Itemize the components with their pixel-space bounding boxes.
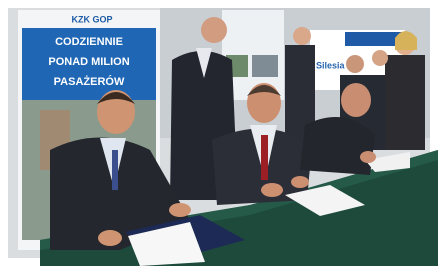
face bbox=[372, 50, 388, 66]
banner-slogan: CODZIENNIE bbox=[55, 36, 123, 48]
banner-slogan: PASAŻERÓW bbox=[54, 75, 125, 88]
hand bbox=[360, 151, 376, 163]
poster-photo bbox=[252, 55, 278, 77]
face bbox=[201, 17, 227, 43]
face bbox=[346, 55, 364, 73]
face bbox=[293, 27, 311, 45]
banner-brand: KZK GOP bbox=[71, 14, 112, 24]
tie bbox=[261, 135, 268, 180]
hand bbox=[261, 183, 283, 197]
page: Silesia KZK GOP CODZIENNIE PONAD MILION … bbox=[0, 0, 438, 266]
hand bbox=[98, 230, 122, 246]
hand bbox=[169, 203, 191, 217]
person bbox=[385, 55, 425, 150]
hand bbox=[291, 176, 309, 188]
face bbox=[341, 83, 371, 117]
banner-slogan: PONAD MILION bbox=[48, 56, 129, 68]
tie bbox=[112, 150, 118, 190]
poster-text: Silesia bbox=[316, 60, 346, 70]
photo: Silesia KZK GOP CODZIENNIE PONAD MILION … bbox=[0, 0, 438, 266]
